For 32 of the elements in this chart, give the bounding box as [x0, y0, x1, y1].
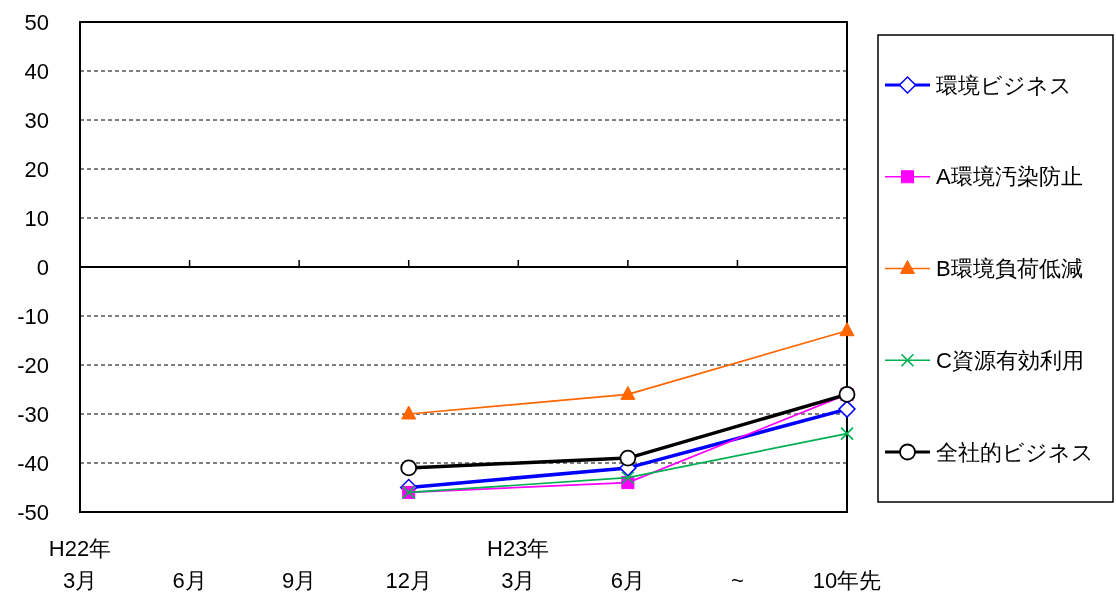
point: [620, 385, 636, 400]
point: [619, 449, 637, 467]
y-tick-label: 30: [24, 107, 49, 133]
y-tick-label: 20: [24, 156, 49, 182]
y-tick-label: -10: [17, 303, 49, 329]
x-tick-label: H23年 3月: [487, 536, 550, 593]
legend-label: 全社的ビジネス: [936, 439, 1094, 465]
x-tick-label: 12月: [385, 568, 432, 593]
y-tick-label: 40: [24, 58, 49, 84]
point: [401, 405, 417, 420]
point: [839, 322, 855, 337]
x-tick-label: H22年 3月: [48, 536, 112, 593]
legend-label: B環境負荷低減: [936, 256, 1083, 281]
y-tick-label: -40: [17, 450, 49, 476]
point: [838, 400, 856, 418]
y-tick-label: 50: [24, 9, 49, 35]
legend-label: 環境ビジネス: [936, 72, 1072, 98]
point: [840, 426, 854, 441]
x-tick-label: 6月: [172, 568, 207, 593]
point: [400, 459, 418, 477]
y-tick-label: 0: [36, 254, 49, 280]
x-tick-label: 6月: [610, 568, 645, 593]
x-tick-label: 9月: [282, 568, 317, 593]
y-tick-label: -50: [17, 499, 49, 525]
legend-label: A環境汚染防止: [936, 164, 1083, 190]
y-tick-label: -30: [17, 401, 49, 427]
x-tick-label: 10年先: [812, 568, 882, 593]
y-tick-label: -20: [17, 352, 49, 378]
x-tick-label: ~: [731, 568, 744, 593]
y-tick-label: 10: [24, 205, 49, 231]
point: [621, 470, 635, 485]
legend-label: C資源有効利用: [936, 347, 1084, 373]
